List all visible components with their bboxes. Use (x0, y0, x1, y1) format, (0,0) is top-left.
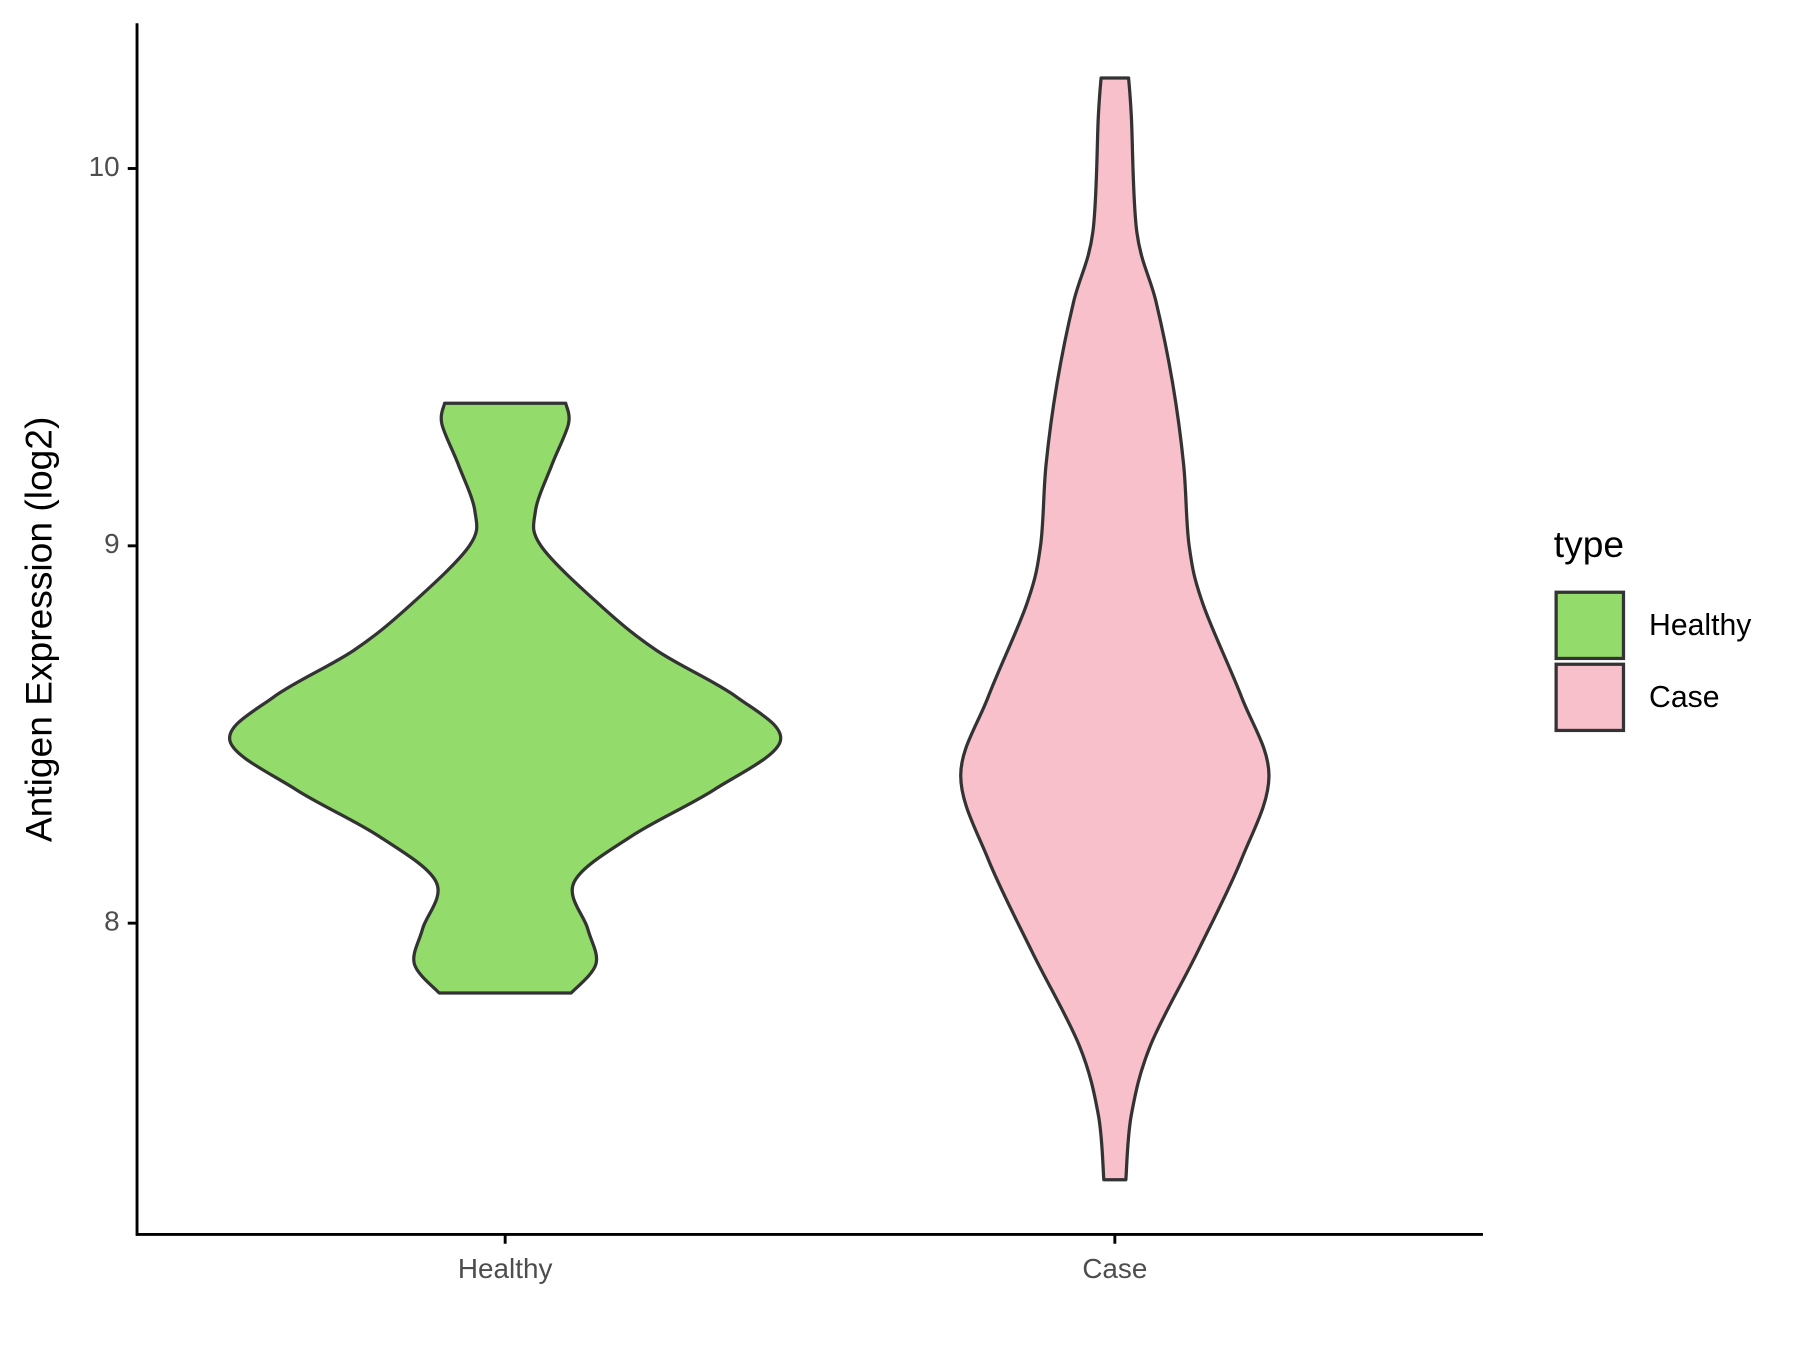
y-tick-label: 9 (104, 528, 119, 559)
legend-title: type (1554, 523, 1624, 565)
legend-key (1554, 590, 1626, 661)
legend-label: Healthy (1649, 609, 1752, 642)
violin (228, 401, 783, 995)
y-tick-label: 10 (89, 151, 120, 182)
y-tick-label: 8 (104, 906, 119, 937)
x-tick-label: Healthy (458, 1253, 553, 1284)
legend-label: Case (1649, 681, 1719, 714)
violin (959, 76, 1271, 1182)
legend-key (1554, 662, 1626, 733)
y-axis-title: Antigen Expression (log2) (18, 417, 60, 842)
x-tick-label: Case (1082, 1253, 1147, 1284)
